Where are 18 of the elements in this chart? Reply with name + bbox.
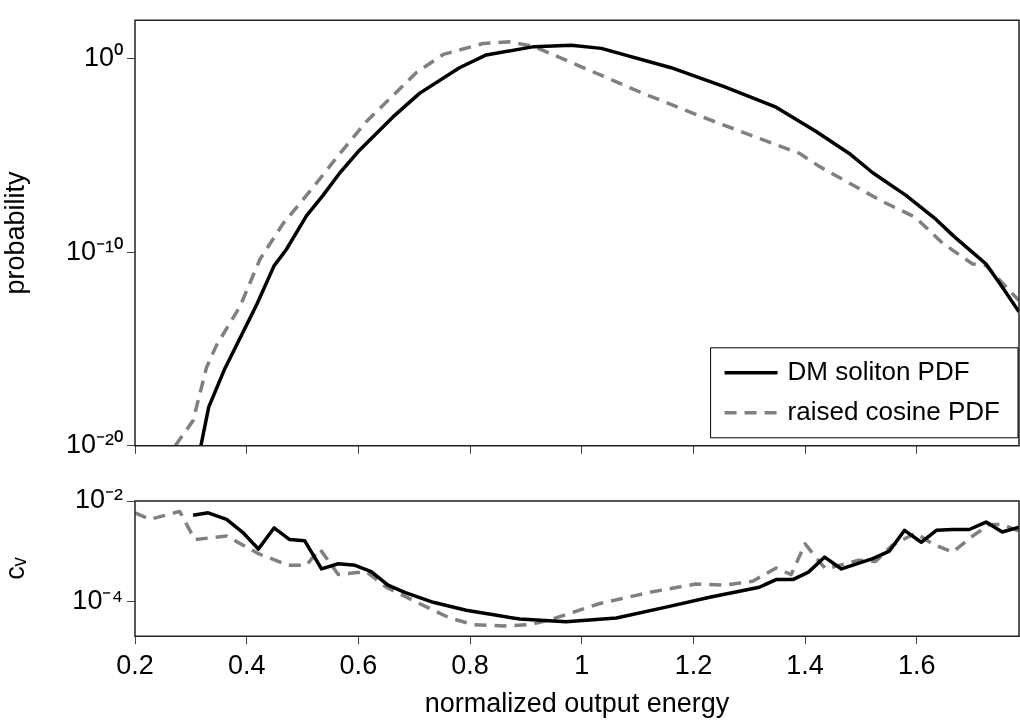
x-tick-label: 1.6 [898,649,936,680]
x-tick-label: 1.2 [674,649,713,680]
x-tick-label: 1 [574,649,590,680]
x-tick-label: 0.2 [116,649,154,680]
y-tick-label: 10⁻² [74,484,123,515]
y-tick-label: 10⁰ [83,42,123,73]
y-tick-label: 10⁻²⁰ [65,429,123,460]
y-tick-label: 10⁻⁴ [72,584,123,615]
x-tick-label: 1.4 [786,649,824,680]
y-tick-label: 10⁻¹⁰ [65,235,123,266]
x-tick-label: 0.8 [451,649,489,680]
legend-label: DM soliton PDF [787,355,970,386]
y-axis-title: cᵥ [0,557,30,580]
y-axis-title: probability [0,170,30,295]
legend-label: raised cosine PDF [787,395,1000,426]
x-tick-label: 0.4 [227,649,266,680]
x-axis-title: normalized output energy [424,688,730,719]
x-tick-label: 0.6 [339,649,378,680]
